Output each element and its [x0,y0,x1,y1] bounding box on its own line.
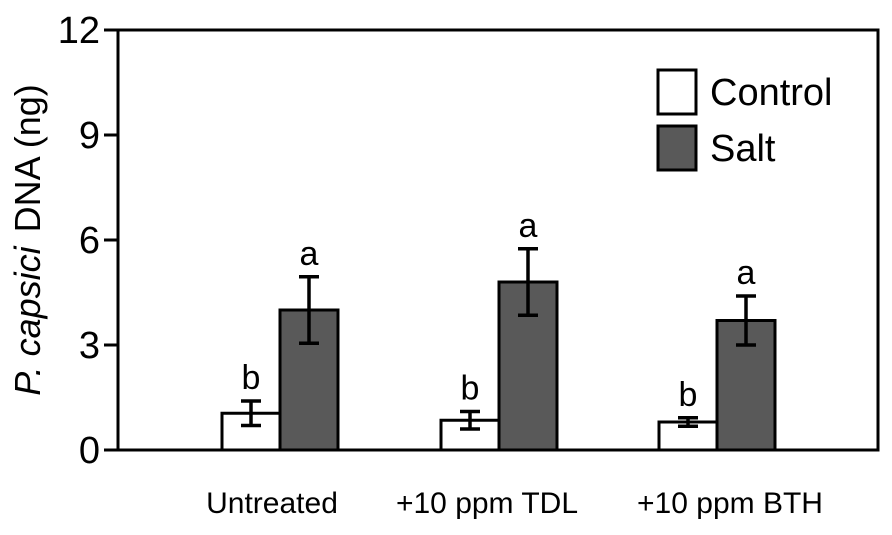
legend-swatch-control [656,68,698,116]
bars: b a Untreated b a +10 ppm TDL b a +10 ppm BTH [206,207,823,520]
x-category-label-2: +10 ppm BTH [637,487,823,520]
bar-control-1 [439,418,501,452]
legend-label-salt: Salt [710,128,776,170]
y-tick-label-0: 0 [79,430,100,472]
legend: Control Salt [656,68,833,172]
significance-label-control-2: b [679,376,698,414]
x-category-label-1: +10 ppm TDL [396,487,578,520]
significance-label-control-0: b [242,359,261,397]
significance-label-salt-0: a [300,235,319,273]
y-tick-label-3: 9 [79,115,100,157]
significance-label-salt-2: a [737,254,756,292]
x-category-label-0: Untreated [206,487,338,520]
y-tick-label-4: 12 [58,10,100,52]
y-axis-label: P. capsici DNA (ng) [7,84,48,395]
y-axis-label-italic: P. capsici [7,245,48,395]
y-tick-label-2: 6 [79,220,100,262]
y-tick-label-1: 3 [79,325,100,367]
legend-label-control: Control [710,72,833,114]
y-axis-label-rest: DNA (ng) [7,84,48,232]
significance-label-salt-1: a [519,207,538,245]
significance-label-control-1: b [461,370,480,408]
legend-swatch-salt [656,124,698,172]
